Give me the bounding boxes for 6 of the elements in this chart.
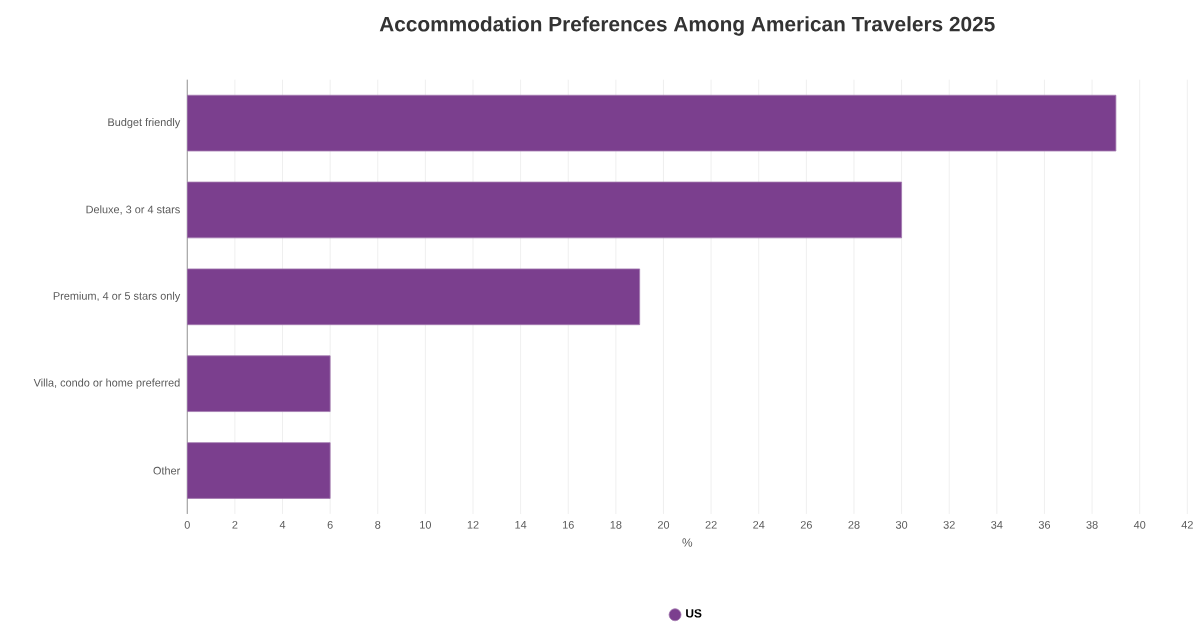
chart-title: Accommodation Preferences Among American Travelers 2025 [379,15,995,36]
bar [187,442,331,499]
bar [187,355,331,412]
bar [187,181,902,239]
bar [187,268,641,325]
bar [187,94,1117,152]
